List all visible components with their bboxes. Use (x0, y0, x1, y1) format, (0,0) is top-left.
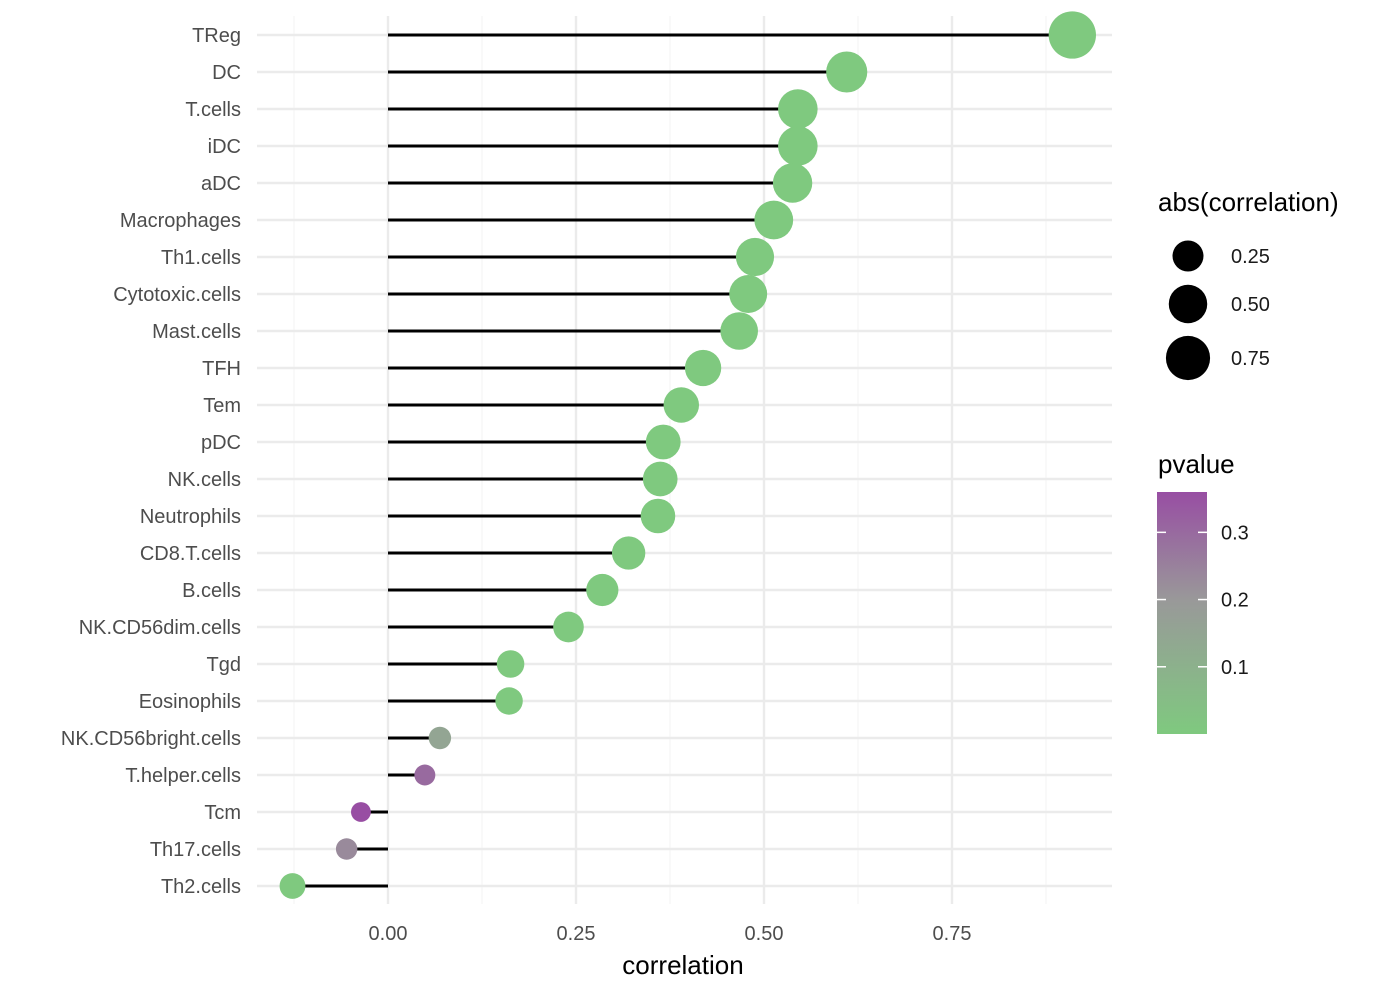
size-legend-label: 0.75 (1231, 348, 1270, 370)
size-legend-title: abs(correlation) (1158, 187, 1339, 217)
y-tick-label: NK.CD56bright.cells (61, 728, 241, 750)
y-tick-label: TFH (202, 358, 241, 380)
y-tick-label: Mast.cells (152, 321, 241, 343)
lollipop-points (279, 11, 1096, 899)
color-legend: pvalue 0.1 0.2 0.3 (1157, 449, 1249, 734)
y-tick-label: Eosinophils (139, 691, 241, 713)
y-tick-label: TReg (192, 25, 241, 47)
y-tick-label: iDC (208, 136, 241, 158)
y-tick-label: Th17.cells (150, 839, 241, 861)
x-tick-label: 0.75 (933, 923, 972, 945)
lollipop-point (826, 51, 868, 93)
x-axis-tick-labels: 0.00 0.25 0.50 0.75 (369, 923, 972, 945)
grid (257, 16, 1112, 904)
lollipop-point (414, 764, 436, 786)
color-legend-label: 0.1 (1221, 657, 1249, 679)
color-bar (1157, 492, 1207, 734)
x-tick-label: 0.50 (745, 923, 784, 945)
color-legend-label: 0.3 (1221, 522, 1249, 544)
size-legend: abs(correlation) 0.25 0.50 0.75 (1158, 187, 1339, 381)
y-tick-label: Tgd (207, 654, 241, 676)
lollipop-point (351, 802, 371, 822)
lollipop-point (279, 873, 306, 899)
lollipop-point (645, 424, 681, 460)
y-tick-label: aDC (201, 173, 241, 195)
y-tick-label: Tem (203, 395, 241, 417)
color-legend-label: 0.2 (1221, 590, 1249, 612)
y-tick-label: NK.cells (168, 469, 241, 491)
y-tick-label: Tcm (204, 802, 241, 824)
y-tick-label: NK.CD56dim.cells (79, 617, 241, 639)
y-tick-label: Th1.cells (161, 247, 241, 269)
lollipop-point (1048, 11, 1096, 59)
y-axis-tick-labels: TReg DC T.cells iDC aDC Macrophages Th1.cells C… (61, 25, 241, 898)
y-tick-label: DC (212, 62, 241, 84)
lollipop-point (684, 349, 722, 387)
size-legend-key (1172, 240, 1204, 272)
lollipop-point (642, 461, 678, 497)
lollipop-point (772, 163, 813, 203)
y-tick-label: Cytotoxic.cells (113, 284, 241, 306)
lollipop-point (611, 536, 646, 570)
y-tick-label: B.cells (182, 580, 241, 602)
lollipop-point (496, 650, 525, 678)
lollipop-point (778, 89, 818, 129)
lollipop-point (663, 387, 700, 423)
y-tick-label: Macrophages (120, 210, 241, 232)
lollipop-point (735, 237, 775, 277)
y-tick-label: pDC (201, 432, 241, 454)
y-tick-label: Th2.cells (161, 876, 241, 898)
lollipop-point (720, 312, 758, 350)
y-tick-label: Neutrophils (140, 506, 241, 528)
lollipop-point (778, 126, 818, 166)
lollipop-point (729, 275, 768, 313)
lollipop-point (495, 687, 523, 715)
size-legend-key (1165, 335, 1211, 381)
lollipop-segments (292, 33, 1073, 888)
lollipop-point (335, 838, 358, 860)
lollipop-point (553, 611, 584, 643)
size-legend-label: 0.25 (1231, 246, 1270, 268)
y-tick-label: CD8.T.cells (140, 543, 241, 565)
lollipop-point (640, 498, 676, 534)
lollipop-point (754, 200, 794, 240)
color-legend-title: pvalue (1158, 449, 1235, 479)
size-legend-key (1168, 284, 1208, 324)
lollipop-point (586, 573, 619, 607)
lollipop-point (428, 726, 452, 750)
x-tick-label: 0.00 (369, 923, 408, 945)
y-tick-label: T.helper.cells (125, 765, 241, 787)
x-axis-title: correlation (622, 950, 743, 980)
y-tick-label: T.cells (185, 99, 241, 121)
x-tick-label: 0.25 (557, 923, 596, 945)
size-legend-label: 0.50 (1231, 294, 1270, 316)
